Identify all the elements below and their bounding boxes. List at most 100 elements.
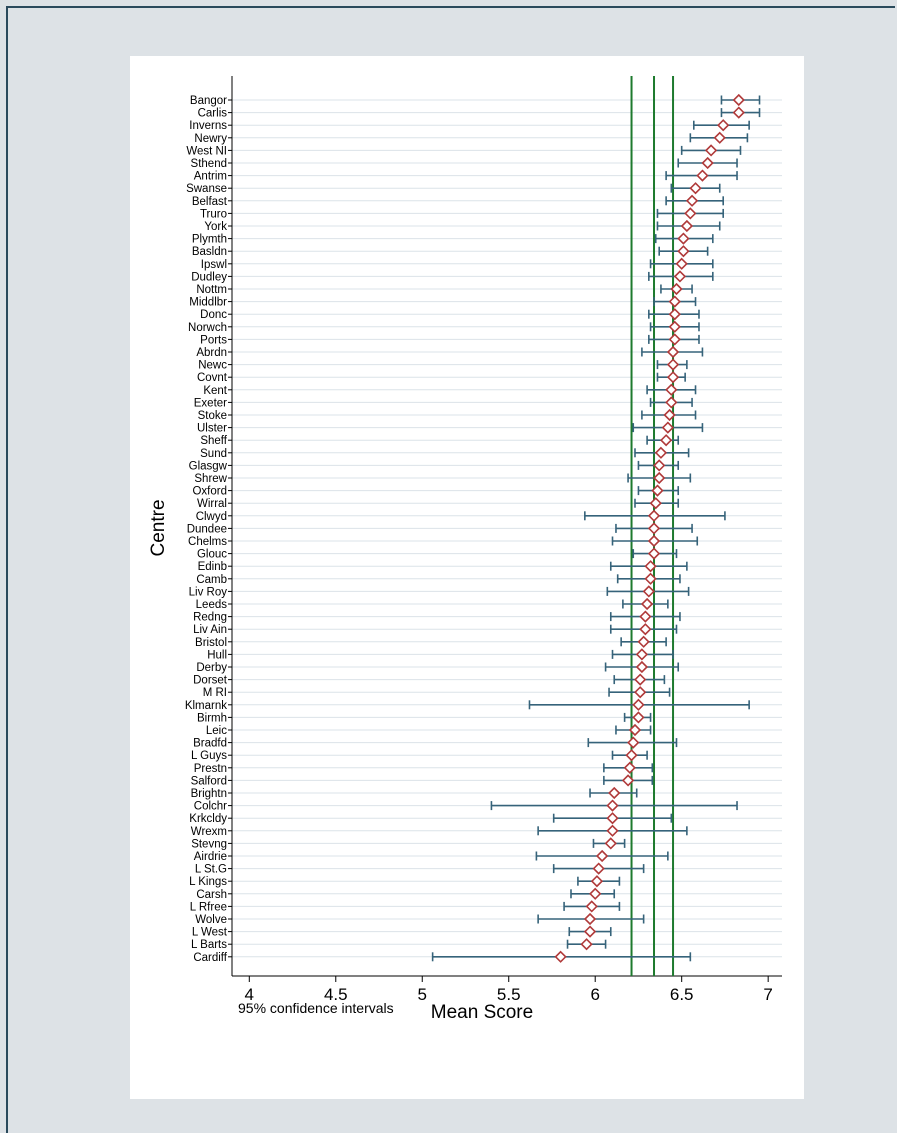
mean-marker [677, 245, 690, 258]
mean-marker [732, 106, 745, 119]
y-tick-label: Bristol [195, 637, 227, 649]
y-tick-label: Belfast [192, 196, 228, 208]
y-tick-label: Liv Ain [193, 624, 227, 636]
mean-marker [665, 383, 678, 396]
mean-marker [627, 736, 640, 749]
mean-marker [635, 660, 649, 674]
y-tick-label: Newc [198, 360, 227, 372]
mean-marker [647, 547, 661, 560]
y-tick-label: Oxford [192, 486, 227, 498]
chart-note: 95% confidence intervals [238, 1000, 394, 1016]
y-tick-label: Sthend [191, 158, 227, 170]
mean-marker [608, 786, 621, 800]
mean-marker [606, 824, 619, 837]
y-tick-label: Colchr [194, 801, 227, 813]
y-tick-label: Wirral [197, 498, 227, 510]
mean-marker [675, 257, 688, 270]
mean-marker [632, 711, 645, 724]
y-tick-label: L West [192, 927, 228, 939]
mean-marker [644, 572, 657, 585]
mean-marker [659, 434, 673, 447]
mean-marker [625, 749, 638, 762]
y-tick-label: L Guys [191, 750, 227, 762]
y-tick-label: Krkcldy [189, 813, 227, 825]
y-tick-label: Prestn [194, 763, 227, 775]
mean-marker [647, 534, 661, 548]
mean-marker [684, 207, 697, 220]
mean-marker [653, 471, 666, 485]
mean-marker [595, 849, 609, 863]
y-tick-label: Camb [196, 574, 227, 586]
y-tick-label: Middlbr [189, 297, 227, 309]
mean-marker [668, 333, 681, 346]
y-tick-label: Norwch [188, 322, 227, 334]
y-tick-label: Dudley [191, 271, 227, 283]
figure-frame: Bangor Carlis Inverns Newry West NI Sthend Ant… [6, 6, 895, 1133]
y-tick-label: Exeter [194, 397, 227, 409]
y-tick-label: L Rfree [190, 901, 227, 913]
y-tick-label: Klmarnk [185, 700, 227, 712]
y-tick-label: Plymth [192, 234, 227, 246]
mean-marker [642, 585, 655, 598]
mean-marker [668, 320, 681, 333]
mean-marker [639, 610, 652, 623]
mean-marker [639, 623, 652, 636]
y-tick-label: Leic [206, 725, 227, 737]
mean-marker [634, 686, 647, 699]
mean-marker [653, 459, 666, 472]
mean-marker [649, 497, 662, 510]
mean-marker [640, 597, 654, 611]
y-tick-label: Basldn [192, 246, 227, 258]
y-axis-title: Centre [148, 499, 169, 556]
y-tick-label: West NI [186, 145, 227, 157]
y-tick-label: Swanse [186, 183, 227, 195]
mean-marker [604, 837, 617, 850]
y-tick-label: Nottm [196, 284, 227, 296]
y-tick-label: Leeds [196, 599, 228, 611]
mean-marker [670, 282, 683, 296]
y-tick-label: Shrew [194, 473, 227, 485]
y-tick-label: Wrexm [191, 826, 227, 838]
chart-panel: Bangor Carlis Inverns Newry West NI Sthend Ant… [130, 56, 804, 1099]
x-tick-label: 5.5 [497, 985, 521, 1004]
x-tick-label: 6.5 [670, 985, 694, 1004]
x-tick-label: 7 [763, 985, 772, 1004]
y-tick-label: Glouc [197, 549, 227, 561]
mean-marker [732, 93, 745, 107]
mean-marker [554, 950, 567, 963]
x-tick-label: 4 [245, 985, 254, 1004]
mean-marker [666, 358, 680, 371]
y-tick-label: Antrim [194, 171, 227, 183]
mean-marker [635, 648, 649, 661]
y-tick-label: Abrdn [196, 347, 227, 359]
y-tick-label: Covnt [197, 372, 228, 384]
y-tick-label: Brightn [191, 788, 227, 800]
y-tick-label: Liv Roy [189, 586, 228, 598]
mean-marker [680, 219, 694, 233]
mean-marker [647, 522, 661, 535]
mean-marker [668, 308, 681, 321]
y-tick-label: Carlis [198, 108, 228, 120]
mean-marker [606, 799, 619, 812]
y-tick-label: Kent [203, 385, 227, 397]
mean-marker [665, 396, 678, 409]
y-tick-label: Dorset [193, 675, 228, 687]
mean-marker [583, 912, 597, 926]
mean-marker [592, 862, 605, 875]
mean-marker [580, 938, 593, 951]
mean-marker [637, 635, 650, 648]
y-tick-label: L Barts [191, 939, 227, 951]
y-tick-label: Birmh [197, 712, 227, 724]
x-tick-label: 4.5 [324, 985, 348, 1004]
mean-marker [623, 761, 636, 774]
y-tick-label: Airdrie [194, 851, 227, 863]
y-tick-label: Redng [193, 612, 227, 624]
mean-marker [585, 900, 598, 913]
mean-marker [701, 156, 714, 170]
y-tick-label: York [204, 221, 227, 233]
y-tick-label: Chelms [188, 536, 227, 548]
mean-marker [651, 484, 664, 497]
mean-marker [628, 723, 642, 737]
mean-marker [647, 509, 661, 522]
mean-marker [717, 119, 730, 132]
